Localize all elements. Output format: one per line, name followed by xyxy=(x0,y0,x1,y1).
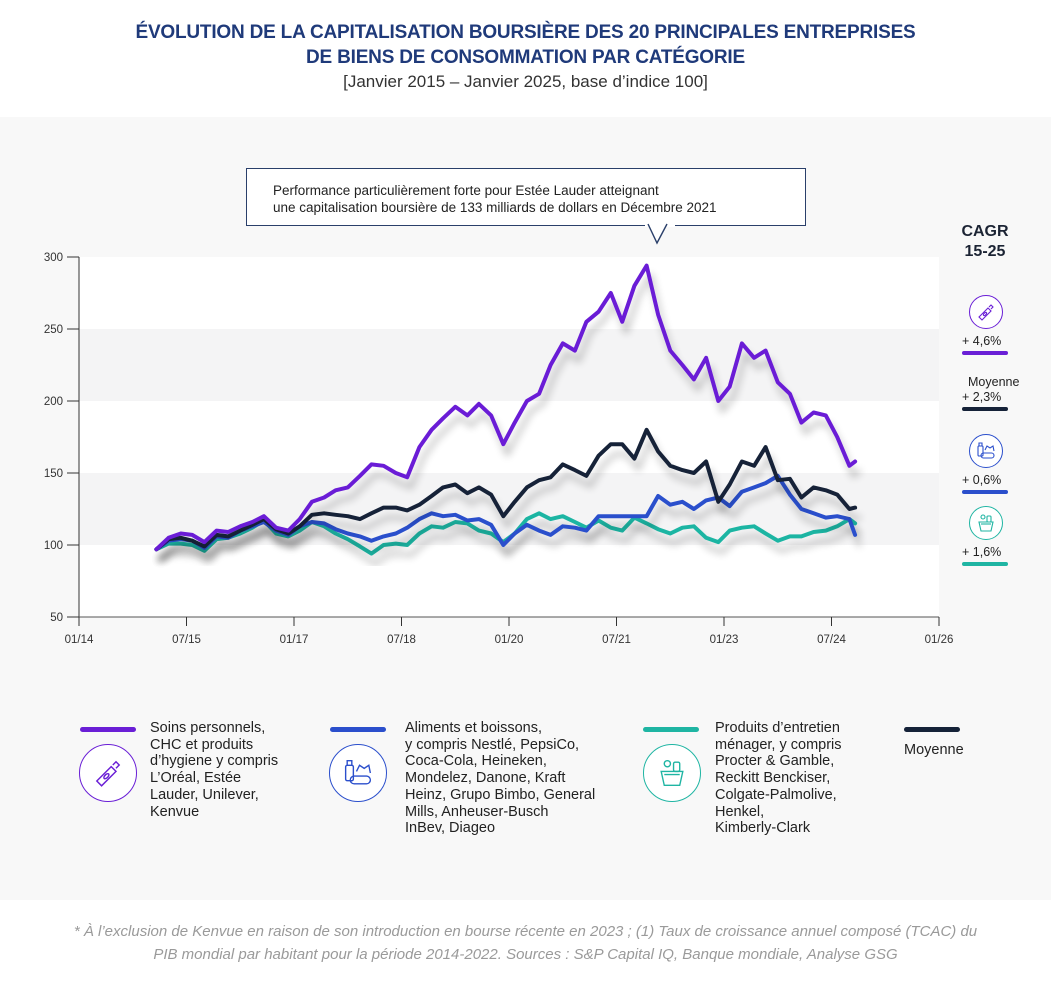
cagr-legend-bar xyxy=(962,562,1008,566)
series-lines xyxy=(154,263,858,556)
food-beverage-icon xyxy=(329,744,387,802)
cagr-value: + 4,6% xyxy=(962,334,1002,348)
callout-pointer xyxy=(645,223,675,245)
cagr-label: Moyenne xyxy=(968,375,1020,389)
cagr-legend-bar xyxy=(962,490,1008,494)
y-tick-label: 50 xyxy=(50,612,63,624)
cagr-item-moyenne: Moyenne + 2,3% xyxy=(962,375,1020,411)
x-tick-label: 07/21 xyxy=(602,634,631,646)
grid-band xyxy=(79,329,939,401)
x-tick-label: 01/14 xyxy=(65,634,94,646)
legend-line-soins xyxy=(80,727,136,732)
x-tick-label: 01/20 xyxy=(495,634,524,646)
cagr-title-line1: CAGR xyxy=(961,223,1009,240)
grid-band xyxy=(79,257,939,329)
axes: 50 100 150 200 250 300 01/14 07/15 01/17 07/18 01/… xyxy=(44,252,954,646)
annotation-line1: Performance particulièrement forte pour … xyxy=(273,183,659,198)
cleaning-bucket-icon xyxy=(969,506,1003,540)
cagr-item-entretien: + 1,6% xyxy=(962,506,1012,566)
cagr-item-soins: + 4,6% xyxy=(962,295,1012,355)
footnote-line1: * À l’exclusion de Kenvue en raison de s… xyxy=(73,923,978,940)
y-tick-label: 150 xyxy=(44,468,63,480)
y-tick-label: 250 xyxy=(44,324,63,336)
cagr-value: + 1,6% xyxy=(962,545,1002,559)
cleaning-bucket-icon xyxy=(643,744,701,802)
x-tick-label: 01/17 xyxy=(280,634,309,646)
x-tick-label: 01/23 xyxy=(710,634,739,646)
cagr-value: + 2,3% xyxy=(962,390,1002,404)
y-tick-label: 300 xyxy=(44,252,63,264)
cagr-title-line2: 15-25 xyxy=(964,243,1006,260)
legend-label-soins: Soins personnels, CHC et produits d’hygi… xyxy=(150,720,279,820)
cagr-item-aliments: + 0,6% xyxy=(962,434,1012,494)
chart-title-line1: ÉVOLUTION DE LA CAPITALISATION BOURSIÈRE… xyxy=(135,22,916,43)
legend-label-moyenne: Moyenne xyxy=(904,742,964,758)
legend-line-entretien xyxy=(643,727,699,732)
annotation-callout: Performance particulièrement forte pour … xyxy=(246,168,806,245)
grid-band xyxy=(79,545,939,617)
legend-label-aliments: Aliments et boissons, y compris Nestlé, … xyxy=(405,720,596,837)
x-tick-label: 07/18 xyxy=(387,634,416,646)
chart-subtitle: [Janvier 2015 – Janvier 2025, base d’ind… xyxy=(343,72,708,91)
cosmetic-tube-icon xyxy=(969,295,1003,329)
series-line-soins xyxy=(154,263,858,552)
x-tick-label: 01/26 xyxy=(925,634,954,646)
x-tick-label: 07/24 xyxy=(817,634,846,646)
chart-title: ÉVOLUTION DE LA CAPITALISATION BOURSIÈRE… xyxy=(0,20,1051,70)
line-chart: 50 100 150 200 250 300 01/14 07/15 01/17 07/18 01/… xyxy=(44,252,954,646)
footnote-line2: PIB mondial par habitant pour la période… xyxy=(153,946,898,963)
legend-label-entretien: Produits d’entretien ménager, y compris … xyxy=(715,720,842,837)
food-beverage-icon xyxy=(969,434,1003,468)
cagr-title: CAGR 15-25 xyxy=(950,222,1020,262)
legend-line-aliments xyxy=(330,727,386,732)
cagr-value: + 0,6% xyxy=(962,473,1002,487)
annotation-line2: une capitalisation boursière de 133 mill… xyxy=(273,200,717,215)
chart-title-line2: DE BIENS DE CONSOMMATION PAR CATÉGORIE xyxy=(306,47,745,68)
cagr-legend-bar xyxy=(962,351,1008,355)
legend-line-moyenne xyxy=(904,727,960,732)
footnote: * À l’exclusion de Kenvue en raison de s… xyxy=(10,920,1041,966)
annotation-text: Performance particulièrement forte pour … xyxy=(273,182,717,216)
y-tick-label: 200 xyxy=(44,396,63,408)
x-tick-label: 07/15 xyxy=(172,634,201,646)
cosmetic-tube-icon xyxy=(79,744,137,802)
cagr-legend-bar xyxy=(962,407,1008,411)
y-tick-label: 100 xyxy=(44,540,63,552)
